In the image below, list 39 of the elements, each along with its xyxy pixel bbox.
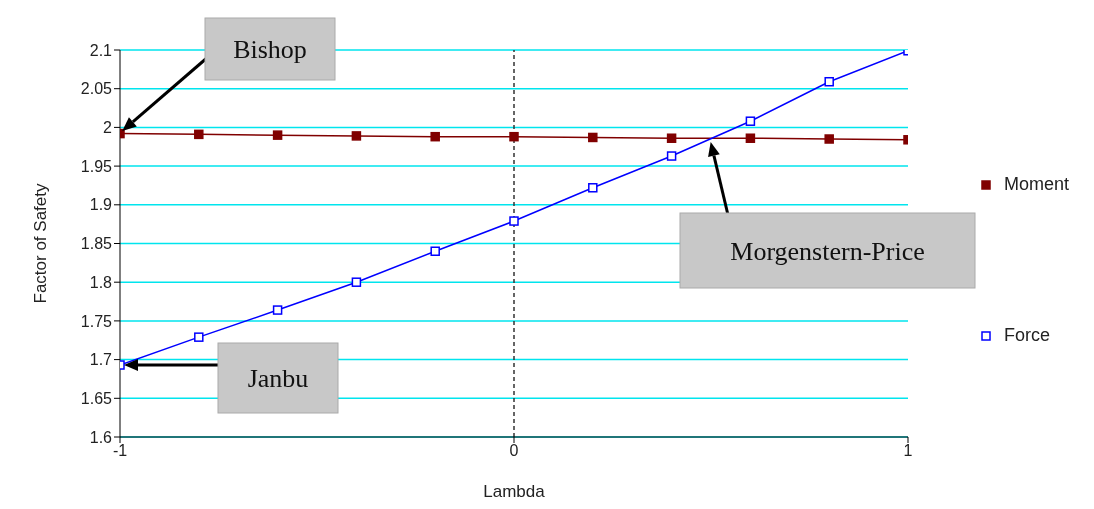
point [588, 183, 598, 193]
x-tick-label: 1 [903, 442, 913, 460]
point [194, 129, 204, 140]
y-tick-label: 1.7 [89, 351, 113, 369]
point [666, 151, 677, 161]
y-tick-label: 1.85 [80, 235, 113, 253]
point [509, 131, 519, 142]
annotation: Bishop [233, 35, 307, 64]
y-tick-label: 2.1 [89, 41, 113, 59]
legend-label: Moment [1004, 174, 1070, 195]
y-tick-label: 1.9 [89, 196, 113, 214]
point [509, 216, 519, 226]
y-tick-label: 1.65 [80, 389, 113, 407]
y-tick-label: 2.05 [80, 80, 113, 98]
annotation: Janbu [247, 364, 309, 393]
point [745, 116, 756, 126]
y-axis-title: Factor of Safety [31, 183, 51, 304]
x-axis-title: Lambda [483, 482, 546, 501]
point [588, 132, 598, 143]
y-tick-label: 1.6 [89, 428, 113, 446]
y-tick-label: 2 [103, 119, 113, 137]
point [272, 305, 283, 315]
point [194, 332, 204, 342]
y-tick-label: 1.8 [89, 273, 113, 291]
point [351, 131, 362, 141]
point [824, 76, 834, 87]
x-tick-label: -1 [112, 442, 128, 460]
point [272, 130, 283, 140]
point [824, 134, 834, 144]
point [745, 133, 756, 143]
y-tick-label: 1.95 [80, 157, 113, 175]
y-tick-label: 1.75 [80, 312, 113, 330]
legend-label: Force [1004, 325, 1051, 346]
point [666, 133, 677, 143]
annotation: Morgenstern-Price [730, 236, 925, 266]
point [430, 131, 440, 142]
x-tick-label: 0 [509, 442, 519, 460]
point [351, 277, 362, 287]
point [430, 246, 440, 256]
